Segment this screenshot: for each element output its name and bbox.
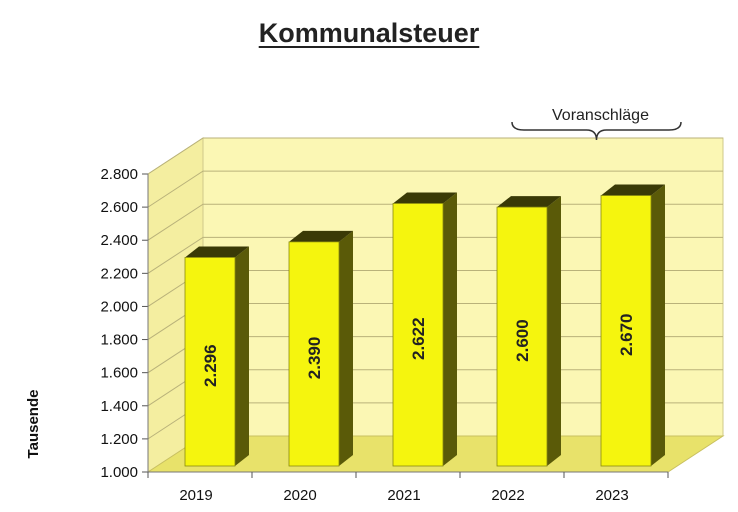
x-tick-label: 2023: [595, 487, 628, 504]
gridline: [147, 137, 723, 175]
y-tick-label: 2.800: [100, 166, 138, 183]
y-tick-label: 1.200: [100, 431, 138, 448]
y-tick-label: 2.200: [100, 265, 138, 282]
bar-front-face: [288, 241, 340, 467]
y-tick-label: 1.400: [100, 398, 138, 415]
bar-front-face: [496, 206, 548, 467]
bar-side-face: [547, 196, 561, 466]
bar-front-face: [600, 195, 652, 467]
annotation-label: Voranschläge: [552, 107, 649, 124]
x-tick-label: 2020: [283, 487, 316, 504]
bar-top-face: [185, 246, 249, 258]
x-axis-ticks: 2019 2020 2021 2022 2023: [147, 471, 669, 504]
y-axis-ticks: 1.000 1.200 1.400 1.600 1.800 2.000 2.200 2.400…: [100, 166, 149, 481]
bar-side-face: [235, 246, 249, 466]
y-tick-label: 2.400: [100, 232, 138, 249]
bar-front-face: [184, 257, 236, 467]
bar-value-label: 2.670: [617, 313, 636, 356]
y-tick-label: 2.000: [100, 298, 138, 315]
bar-top-face: [393, 192, 457, 204]
chart-title: Kommunalsteuer: [258, 18, 480, 48]
bar-front-face: [392, 203, 444, 467]
y-tick-label: 2.600: [100, 199, 138, 216]
y-tick-label: 1.600: [100, 365, 138, 382]
x-tick-label: 2021: [387, 487, 420, 504]
y-tick-label: 1.800: [100, 332, 138, 349]
bar-side-face: [651, 184, 665, 466]
bar-top-face: [601, 184, 665, 196]
x-tick-label: 2022: [491, 487, 524, 504]
bar-value-label: 2.390: [305, 337, 324, 380]
bar-top-face: [289, 230, 353, 242]
bar-side-face: [339, 230, 353, 466]
bar-2021: 2.622: [392, 192, 457, 467]
x-tick-label: 2019: [179, 487, 212, 504]
annotation-brace: [511, 121, 682, 141]
bar-side-face: [443, 192, 457, 467]
bars: 2.296 2.390 2.622 2.600 2.670: [184, 184, 665, 467]
y-tick-label: 1.000: [100, 464, 138, 481]
bar-value-label: 2.622: [409, 317, 428, 360]
y-axis-label: Tausende: [25, 390, 42, 459]
bar-2020: 2.390: [288, 230, 353, 467]
bar-value-label: 2.296: [201, 344, 220, 387]
bar-2019: 2.296: [184, 246, 249, 467]
bar-2022: 2.600: [496, 196, 561, 467]
gridline: [147, 170, 723, 208]
annotation-voranschlaege: Voranschläge: [511, 107, 682, 141]
bar-2023: 2.670: [600, 184, 665, 467]
bar-top-face: [497, 196, 561, 208]
bar-value-label: 2.600: [513, 319, 532, 362]
